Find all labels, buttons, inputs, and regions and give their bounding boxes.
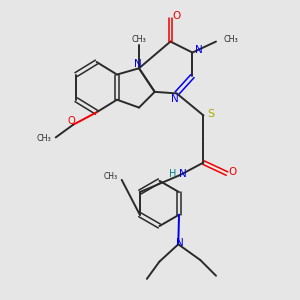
Text: H: H bbox=[169, 169, 177, 178]
Text: CH₃: CH₃ bbox=[224, 35, 239, 44]
Text: N: N bbox=[171, 94, 179, 104]
Text: N: N bbox=[195, 45, 203, 55]
Text: S: S bbox=[207, 109, 214, 119]
Text: N: N bbox=[176, 238, 184, 248]
Text: CH₃: CH₃ bbox=[104, 172, 118, 181]
Text: CH₃: CH₃ bbox=[132, 35, 146, 44]
Text: N: N bbox=[179, 169, 187, 178]
Text: O: O bbox=[172, 11, 180, 21]
Text: O: O bbox=[68, 116, 75, 126]
Text: N: N bbox=[134, 59, 141, 69]
Text: CH₃: CH₃ bbox=[36, 134, 51, 143]
Text: O: O bbox=[229, 167, 237, 177]
